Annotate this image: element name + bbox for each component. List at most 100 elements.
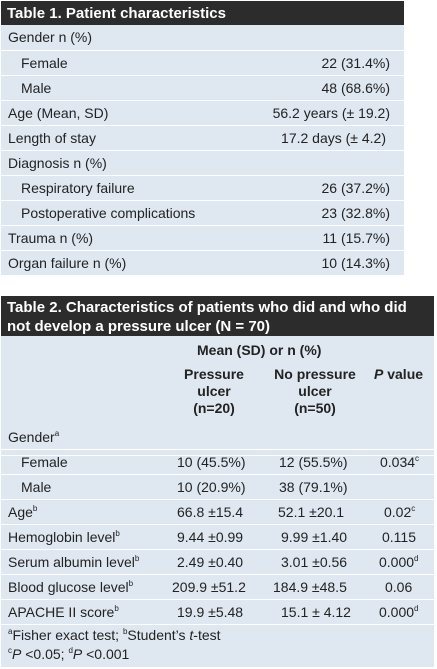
p-italic: P [374, 366, 384, 382]
pressure-ulcer-value: 9.44 ±0.99 [177, 529, 244, 545]
column-header-no-pressure-ulcer: No pressure ulcer (n=50) [265, 366, 365, 417]
footnote-text: <0.001 [82, 646, 130, 662]
row-label: Gender n (%) [8, 29, 93, 45]
footnote-marker: d [414, 604, 419, 613]
table-2: Table 2. Characteristics of patients who… [1, 296, 434, 667]
no-pressure-ulcer-value: 184.9 ±48.5 [273, 579, 347, 595]
no-pressure-ulcer-value: 9.99 ±1.40 [281, 529, 348, 545]
span-header: Mean (SD) or n (%) [197, 342, 322, 358]
table-row: Gender n (%) [1, 25, 404, 51]
table-2-title: Table 2. Characteristics of patients who… [1, 296, 434, 336]
table-row: APACHE II scoreb 19.9 ±5.48 15.1 ± 4.12 … [1, 600, 434, 625]
table-2-title-line-1: Table 2. Characteristics of patients who… [7, 299, 407, 316]
footnote-text: -test [193, 627, 221, 643]
footnote-marker: a [8, 627, 13, 636]
footnote-text: Student’s [127, 627, 190, 643]
p-value: 0.000d [379, 604, 419, 620]
column-header-line: ulcer [298, 383, 332, 399]
column-header-line: (n=50) [294, 400, 336, 416]
footnote-marker: a [54, 429, 60, 438]
table-2-title-line-2: not develop a pressure ulcer (N = 70) [7, 318, 271, 335]
footnote-marker: b [122, 627, 128, 636]
row-label: Organ failure n (%) [8, 255, 127, 271]
column-header-line: (n=20) [193, 400, 235, 416]
p-value-text: 0.000 [379, 604, 415, 620]
row-label: Ageb [8, 504, 37, 520]
table-row: Trauma n (%) 11 (15.7%) [1, 226, 404, 251]
footnote-marker: d [414, 554, 419, 563]
table-row: Postoperative complications 23 (32.8%) [1, 201, 404, 226]
column-header-line: Pressure [184, 366, 244, 382]
no-pressure-ulcer-value: 3.01 ±0.56 [281, 554, 348, 570]
row-value: 26 (37.2%) [321, 180, 390, 196]
footnote-italic: t [189, 627, 194, 643]
row-label: Female [21, 454, 68, 470]
table-row: Hemoglobin levelb 9.44 ±0.99 9.99 ±1.40 … [1, 525, 434, 550]
p-value: 0.115 [382, 529, 416, 545]
no-pressure-ulcer-value: 12 (55.5%) [279, 454, 348, 470]
row-label-text: Serum albumin level [8, 554, 135, 570]
no-pressure-ulcer-value: 52.1 ±20.1 [278, 504, 345, 520]
row-label: Age (Mean, SD) [8, 105, 109, 121]
footnote-marker: b [32, 504, 38, 513]
table-row: Blood glucose levelb 209.9 ±51.2 184.9 ±… [1, 575, 434, 600]
row-label: Trauma n (%) [8, 230, 94, 246]
p-value: 0.06 [385, 579, 413, 595]
pressure-ulcer-value: 19.9 ±5.48 [177, 604, 244, 620]
table-row: Length of stay 17.2 days (± 4.2) [1, 126, 404, 151]
row-value: 10 (14.3%) [321, 255, 390, 271]
no-pressure-ulcer-value: 15.1 ± 4.12 [281, 604, 351, 620]
p-value-text: 0.02 [384, 504, 412, 520]
no-pressure-ulcer-value: 38 (79.1%) [279, 479, 348, 495]
footnote-marker: b [134, 554, 140, 563]
row-label-text: Hemoglobin level [8, 529, 116, 545]
table-row: Respiratory failure 26 (37.2%) [1, 176, 404, 201]
row-value: 22 (31.4%) [321, 55, 390, 71]
table-row: Gendera [1, 424, 434, 450]
row-label: Length of stay [8, 130, 96, 146]
table-1: Table 1. Patient characteristics Gender … [1, 1, 404, 275]
footnote-marker: b [114, 604, 119, 613]
row-label: Blood glucose levelb [8, 579, 133, 595]
table-header: Mean (SD) or n (%) Pressure ulcer (n=20)… [1, 336, 434, 456]
row-label: Male [21, 80, 52, 96]
column-header-p-value: P value [374, 366, 423, 382]
row-label: APACHE II scoreb [8, 604, 119, 620]
table-row: Female 22 (31.4%) [1, 51, 404, 76]
footnote-marker: c [411, 504, 416, 513]
row-label: Hemoglobin levelb [8, 529, 120, 545]
pressure-ulcer-value: 66.8 ±15.4 [177, 504, 244, 520]
pressure-ulcer-value: 10 (45.5%) [177, 454, 246, 470]
footnote-marker: b [115, 529, 120, 538]
row-value: 48 (68.6%) [321, 80, 390, 96]
row-value: 56.2 years (± 19.2) [272, 105, 390, 121]
footnote-marker: c [415, 454, 420, 463]
row-value: 17.2 days (± 4.2) [281, 130, 386, 146]
footnote-marker: c [8, 646, 12, 655]
row-label: Female [21, 55, 68, 71]
table-footnote-line-2: cP <0.05; dP <0.001 [8, 646, 129, 663]
row-label-text: APACHE II score [8, 604, 115, 620]
table-footnote-line-1: aFisher exact test; bStudent’s t-test [8, 627, 221, 644]
column-header-line: ulcer [197, 383, 231, 399]
table-row: Female 10 (45.5%) 12 (55.5%) 0.034c [1, 450, 434, 475]
row-label: Male [21, 479, 52, 495]
footnote-italic: P [12, 646, 22, 662]
table-row: Ageb 66.8 ±15.4 52.1 ±20.1 0.02c [1, 500, 434, 525]
row-value: 11 (15.7%) [322, 230, 390, 246]
p-value-text: 0.034 [380, 454, 416, 470]
footnote-marker: b [128, 579, 134, 588]
footnote-marker: d [68, 646, 73, 655]
pressure-ulcer-value: 209.9 ±51.2 [172, 579, 246, 595]
p-value: 0.034c [380, 454, 419, 470]
table-row: Diagnosis n (%) [1, 151, 404, 176]
p-value-label: value [383, 366, 424, 382]
p-value-text: 0.000 [379, 554, 415, 570]
column-header-pressure-ulcer: Pressure ulcer (n=20) [164, 366, 264, 417]
row-label: Serum albumin levelb [8, 554, 139, 570]
p-value: 0.000d [379, 554, 419, 570]
row-label-text: Gender [8, 429, 55, 445]
table-row: Male 48 (68.6%) [1, 76, 404, 101]
footnote-text: <0.05; [21, 646, 69, 662]
row-label-text: Age [8, 504, 33, 520]
